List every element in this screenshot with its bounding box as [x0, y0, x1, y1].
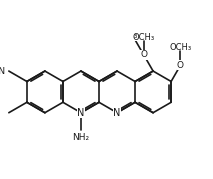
Text: OCH₃: OCH₃	[133, 33, 155, 42]
Text: O: O	[177, 61, 184, 70]
Text: N: N	[77, 108, 85, 118]
Text: O: O	[140, 50, 147, 59]
Text: N: N	[113, 108, 121, 118]
Text: H₂N: H₂N	[0, 67, 5, 76]
Text: OCH₃: OCH₃	[169, 43, 191, 52]
Text: ₃: ₃	[133, 31, 137, 40]
Text: NH₂: NH₂	[72, 133, 89, 142]
